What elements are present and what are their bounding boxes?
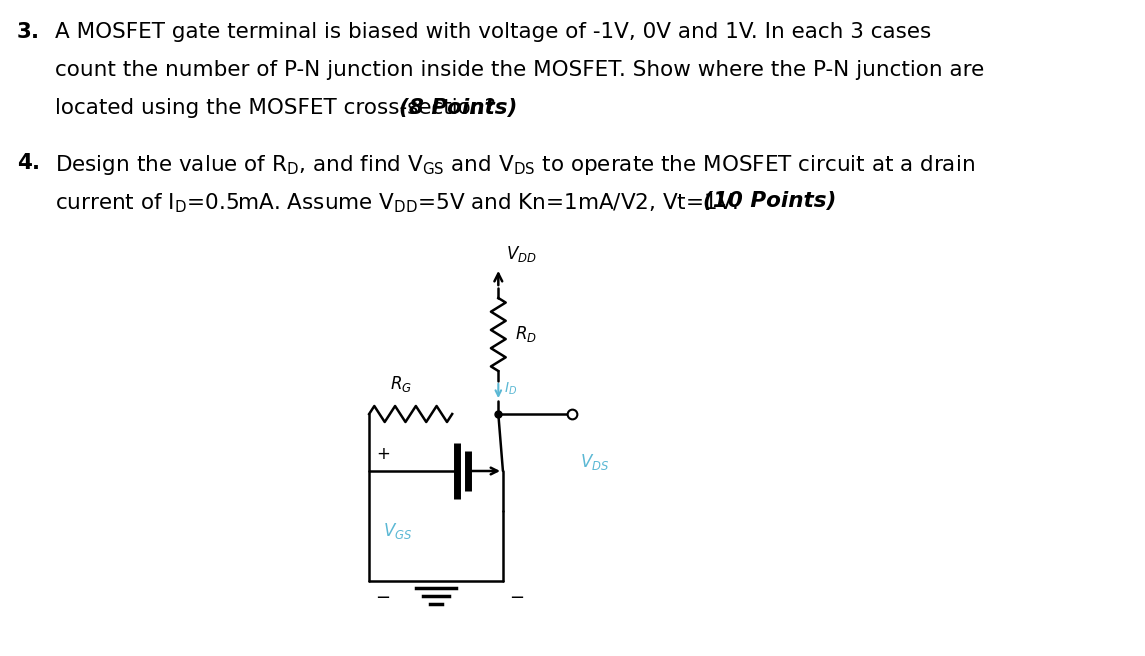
Text: $R_D$: $R_D$ [515, 325, 537, 344]
Text: (10 Points): (10 Points) [703, 191, 837, 211]
Text: $R_G$: $R_G$ [390, 374, 412, 394]
Text: count the number of P-N junction inside the MOSFET. Show where the P-N junction : count the number of P-N junction inside … [55, 60, 985, 80]
Text: 4.: 4. [17, 153, 40, 173]
Text: +: + [377, 445, 390, 463]
Text: current of I$_\mathregular{D}$=0.5mA. Assume V$_\mathregular{DD}$=5V and Kn=1mA/: current of I$_\mathregular{D}$=0.5mA. As… [55, 191, 755, 215]
Text: $I_D$: $I_D$ [504, 381, 518, 398]
Text: $V_{DS}$: $V_{DS}$ [579, 453, 609, 472]
Text: $V_{DD}$: $V_{DD}$ [506, 244, 536, 264]
Text: located using the MOSFET cross-section?: located using the MOSFET cross-section? [55, 98, 503, 118]
Text: −: − [376, 589, 390, 607]
Text: Design the value of R$_\mathregular{D}$, and find V$_\mathregular{GS}$ and V$_\m: Design the value of R$_\mathregular{D}$,… [55, 153, 976, 177]
Text: (8 Points): (8 Points) [398, 98, 518, 118]
Text: $V_{GS}$: $V_{GS}$ [382, 521, 412, 541]
Text: A MOSFET gate terminal is biased with voltage of -1V, 0V and 1V. In each 3 cases: A MOSFET gate terminal is biased with vo… [55, 22, 932, 42]
Text: −: − [510, 589, 524, 607]
Text: 3.: 3. [17, 22, 40, 42]
